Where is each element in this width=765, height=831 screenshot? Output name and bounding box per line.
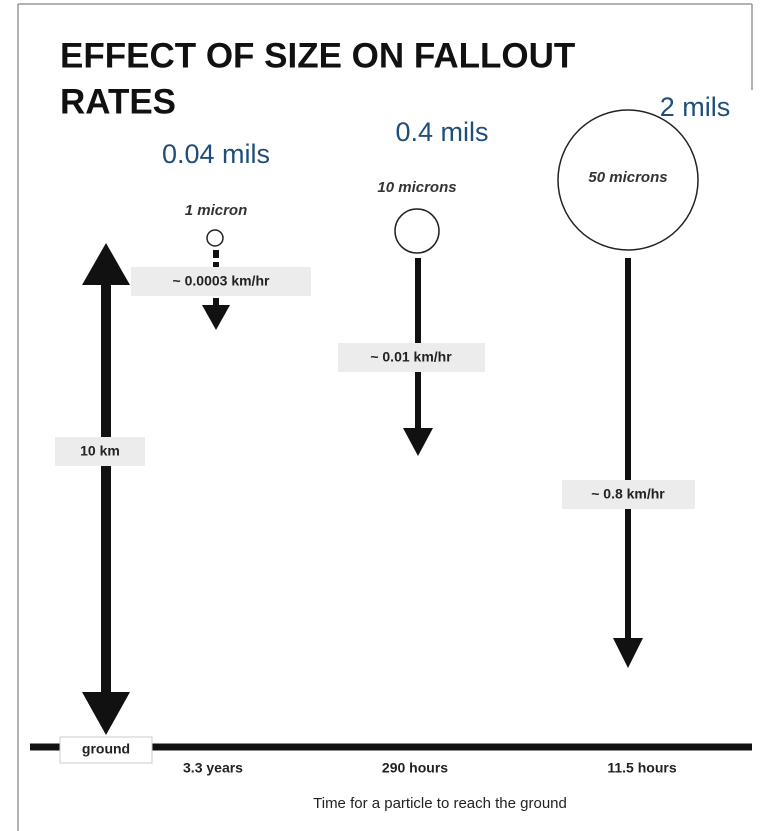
time-label: 290 hours [382,760,448,776]
arrow-head [202,305,230,330]
title: EFFECT OF SIZE ON FALLOUT [60,36,575,75]
height-box [55,437,145,466]
caption: Time for a particle to reach the ground [313,795,567,812]
arrow-head [613,638,643,668]
time-label: 3.3 years [183,760,243,776]
mils-label: 0.4 mils [395,117,488,147]
size-label: 1 micron [185,202,248,219]
particle [557,109,699,251]
speed-label: ~ 0.8 km/hr [591,486,665,502]
title: RATES [60,82,176,121]
arrow-head [403,428,433,456]
mils-label: 0.04 mils [162,139,270,169]
size-label: 50 microns [588,169,667,186]
speed-label: ~ 0.01 km/hr [370,349,452,365]
speed-box [131,267,311,296]
speed-label: ~ 0.0003 km/hr [173,273,270,289]
particle [394,208,440,254]
height-label: 10 km [80,443,120,459]
mils-label: 2 mils [660,92,731,122]
ground-box [59,736,153,764]
ground-label: ground [82,741,130,757]
arrow-head [82,243,130,285]
speed-box [562,480,695,509]
size-label: 10 microns [377,179,456,196]
particle [206,229,224,247]
arrow-head [82,692,130,735]
time-label: 11.5 hours [607,760,676,776]
speed-box [338,343,485,372]
